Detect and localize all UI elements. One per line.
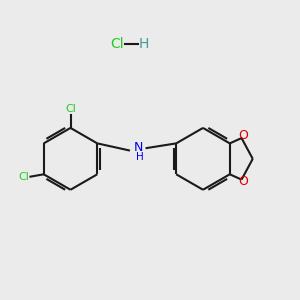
Text: Cl: Cl (65, 104, 76, 114)
Text: Cl: Cl (18, 172, 29, 182)
Text: O: O (238, 176, 248, 188)
Text: H: H (136, 152, 144, 162)
Text: O: O (238, 129, 248, 142)
Text: H: H (139, 37, 149, 51)
Text: Cl: Cl (110, 37, 124, 51)
Text: N: N (134, 141, 143, 154)
